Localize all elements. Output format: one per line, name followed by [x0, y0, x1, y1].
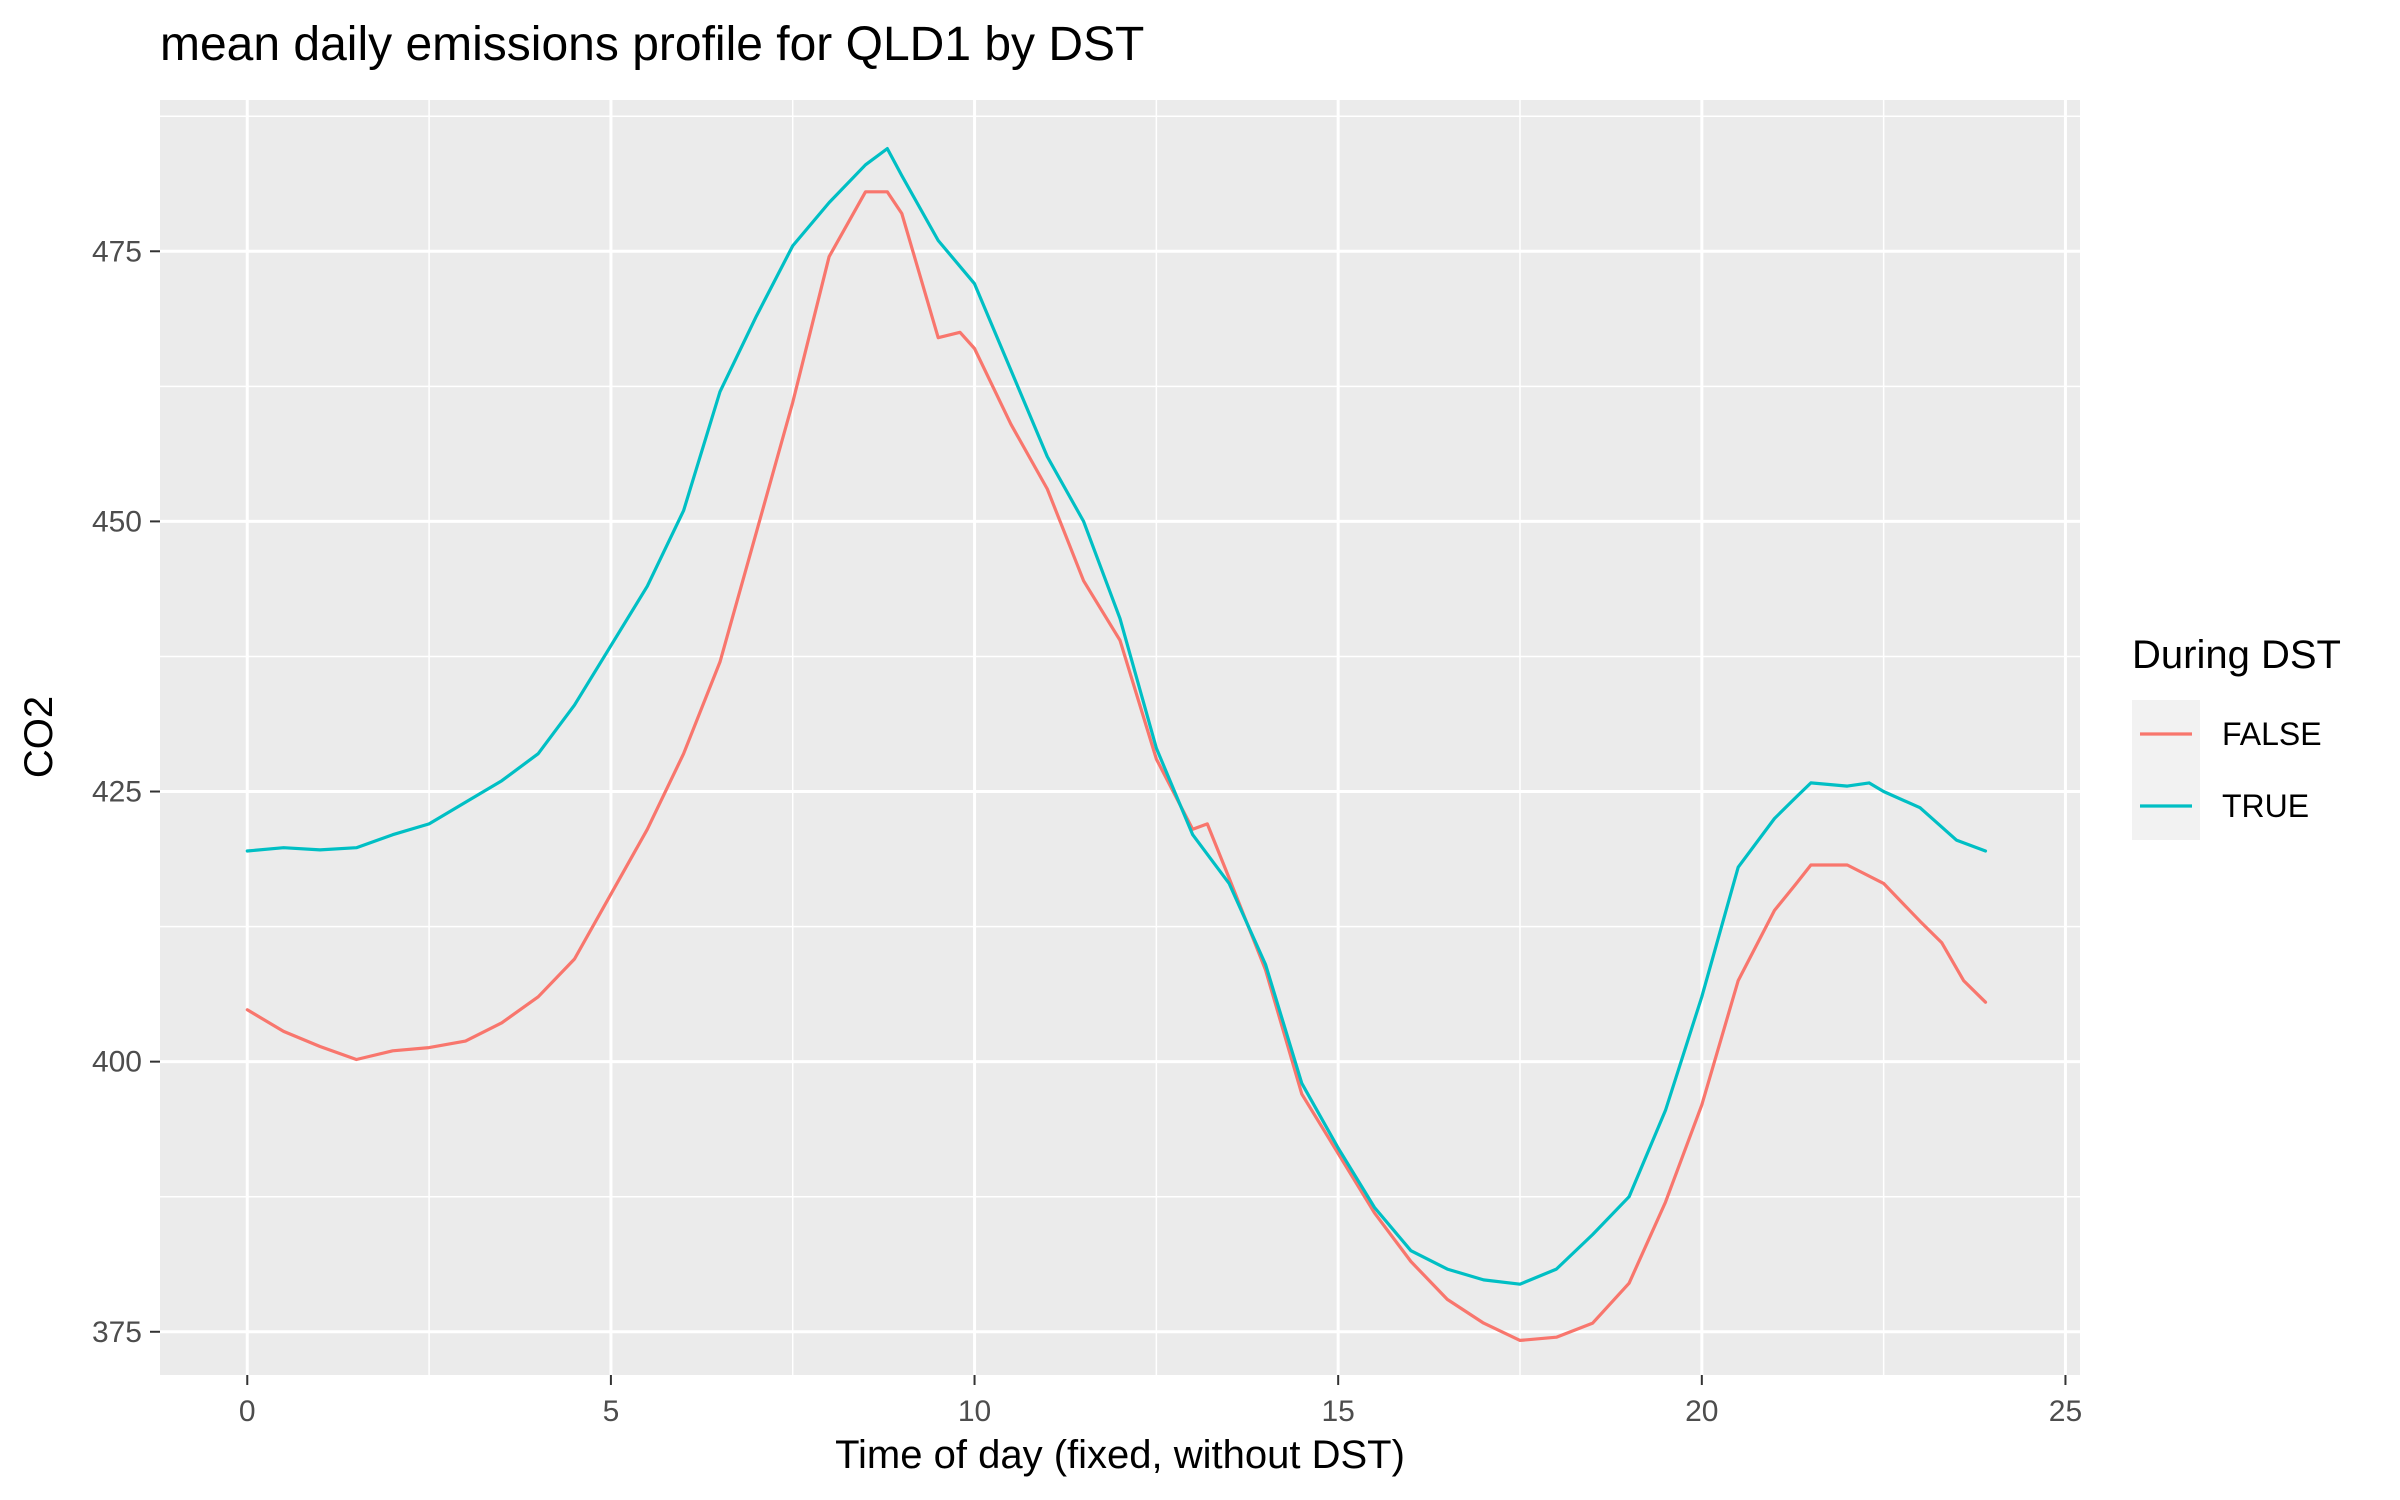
- y-tick-label: 425: [92, 776, 142, 809]
- legend-key-background: [2132, 700, 2200, 840]
- y-axis-title: CO2: [17, 696, 61, 778]
- minor-gridlines: [160, 100, 2080, 1375]
- legend-items: FALSE TRUE: [2132, 700, 2322, 840]
- x-tick-label: 5: [603, 1395, 620, 1428]
- x-tick-label: 15: [1321, 1395, 1354, 1428]
- y-tick-label: 450: [92, 505, 142, 538]
- x-tick-label: 10: [958, 1395, 991, 1428]
- legend-title: During DST: [2132, 633, 2341, 677]
- x-tick-label: 0: [239, 1395, 256, 1428]
- x-axis: 0 5 10 15 20 25: [239, 1375, 2082, 1428]
- legend: During DST FALSE TRUE: [2132, 633, 2341, 840]
- legend-label-false: FALSE: [2222, 716, 2322, 752]
- plot-panel: [160, 100, 2080, 1375]
- y-tick-label: 375: [92, 1316, 142, 1349]
- y-tick-label: 475: [92, 235, 142, 268]
- x-tick-label: 20: [1685, 1395, 1718, 1428]
- x-tick-label: 25: [2049, 1395, 2082, 1428]
- legend-label-true: TRUE: [2222, 788, 2309, 824]
- y-axis: 375 400 425 450 475: [92, 235, 160, 1349]
- series-line-true: [245, 147, 1988, 1286]
- major-gridlines: [160, 100, 2080, 1375]
- series-lines: [245, 147, 1988, 1342]
- y-tick-label: 400: [92, 1046, 142, 1079]
- x-axis-title: Time of day (fixed, without DST): [835, 1433, 1405, 1477]
- series-line-false: [245, 190, 1988, 1342]
- chart-title: mean daily emissions profile for QLD1 by…: [160, 18, 1144, 71]
